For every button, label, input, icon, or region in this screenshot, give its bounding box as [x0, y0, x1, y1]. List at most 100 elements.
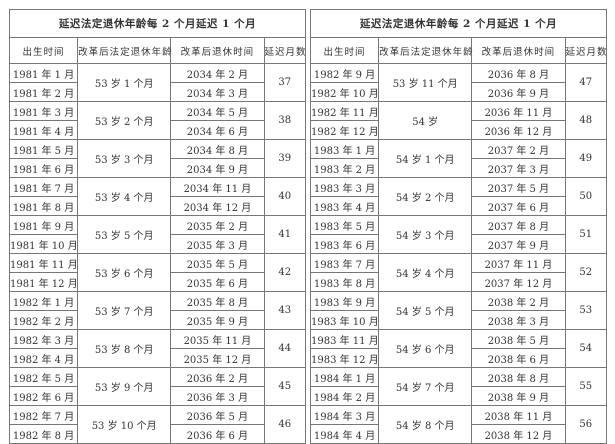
retirement-time-cell: 2038 年 3 月 [471, 310, 566, 330]
retirement-time-cell: 2036 年 6 月 [170, 424, 265, 444]
birth-cell: 1984 年 2 月 [309, 386, 380, 406]
retirement-time-cell: 2036 年 3 月 [170, 386, 265, 406]
delay-months-cell: 44 [263, 329, 307, 368]
delay-months-cell: 47 [564, 63, 608, 102]
birth-cell: 1982 年 11 月 [309, 101, 380, 121]
birth-cell: 1983 年 7 月 [309, 253, 380, 273]
retirement-time-cell: 2035 年 9 月 [170, 310, 265, 330]
delay-months-cell: 40 [263, 177, 307, 216]
table-row: 1984 年 3 月 54 岁 8 个月 2038 年 11 月 56 [309, 405, 608, 444]
table-row: 1983 年 6 月 2037 年 9 月 [309, 234, 607, 254]
table-row: 1982 年 5 月 53 岁 9 个月 2036 年 2 月 45 [8, 367, 307, 406]
retirement-time-cell: 2035 年 12 月 [170, 348, 265, 368]
birth-cell: 1984 年 3 月 [309, 405, 380, 425]
birth-cell: 1982 年 8 月 [8, 424, 79, 444]
column-header: 改革后退休时间 [471, 37, 566, 64]
retirement-time-cell: 2037 年 12 月 [471, 272, 566, 292]
retirement-age-cell: 53 岁 6 个月 [77, 253, 172, 292]
retirement-time-cell: 2037 年 2 月 [471, 139, 566, 159]
delay-months-cell: 48 [564, 101, 608, 140]
delay-months-cell: 37 [263, 63, 307, 102]
retirement-time-cell: 2035 年 2 月 [170, 215, 265, 235]
retirement-age-cell: 53 岁 3 个月 [77, 139, 172, 178]
retirement-age-cell: 53 岁 7 个月 [77, 291, 172, 330]
delay-months-cell: 38 [263, 101, 307, 140]
table-row: 1981 年 9 月 53 岁 5 个月 2035 年 2 月 41 [8, 215, 307, 254]
column-header: 改革后退休时间 [170, 37, 265, 64]
delay-months-cell: 54 [564, 329, 608, 368]
birth-cell: 1981 年 2 月 [8, 82, 79, 102]
birth-cell: 1982 年 7 月 [8, 405, 79, 425]
table-row: 1982 年 10 月 2036 年 9 月 [309, 82, 607, 102]
table-row: 1982 年 4 月 2035 年 12 月 [8, 348, 306, 368]
retirement-age-cell: 54 岁 1 个月 [378, 139, 473, 178]
column-header: 出生时间 [8, 37, 79, 64]
birth-cell: 1981 年 4 月 [8, 120, 79, 140]
retirement-age-cell: 53 岁 4 个月 [77, 177, 172, 216]
birth-cell: 1982 年 4 月 [8, 348, 79, 368]
retirement-time-cell: 2034 年 6 月 [170, 120, 265, 140]
birth-cell: 1982 年 2 月 [8, 310, 79, 330]
retirement-time-cell: 2034 年 12 月 [170, 196, 265, 216]
retirement-time-cell: 2036 年 8 月 [471, 63, 566, 83]
column-header: 改革后法定退休年龄 [378, 37, 473, 64]
table-title: 延迟法定退休年龄每 2 个月延迟 1 个月 [9, 9, 306, 38]
birth-cell: 1981 年 12 月 [8, 272, 79, 292]
delay-months-cell: 49 [564, 139, 608, 178]
table-row: 1981 年 7 月 53 岁 4 个月 2034 年 11 月 40 [8, 177, 307, 216]
birth-cell: 1982 年 6 月 [8, 386, 79, 406]
table-row: 1983 年 11 月 54 岁 6 个月 2038 年 5 月 54 [309, 329, 608, 368]
retirement-time-cell: 2034 年 5 月 [170, 101, 265, 121]
retirement-time-cell: 2036 年 2 月 [170, 367, 265, 387]
birth-cell: 1982 年 3 月 [8, 329, 79, 349]
retirement-time-cell: 2037 年 3 月 [471, 158, 566, 178]
birth-cell: 1981 年 3 月 [8, 101, 79, 121]
retirement-time-cell: 2036 年 11 月 [471, 101, 566, 121]
retirement-time-cell: 2036 年 9 月 [471, 82, 566, 102]
birth-cell: 1983 年 2 月 [309, 158, 380, 178]
table-row: 1981 年 4 月 2034 年 6 月 [8, 120, 306, 140]
right-table: 延迟法定退休年龄每 2 个月延迟 1 个月 出生时间 改革后法定退休年龄 改革后退休时… [309, 9, 608, 444]
delay-months-cell: 45 [263, 367, 307, 406]
retirement-age-cell: 54 岁 3 个月 [378, 215, 473, 254]
birth-cell: 1983 年 8 月 [309, 272, 380, 292]
column-header: 出生时间 [309, 37, 380, 64]
retirement-tables: 延迟法定退休年龄每 2 个月延迟 1 个月 出生时间 改革后法定退休年龄 改革后退休时… [8, 9, 608, 444]
retirement-time-cell: 2035 年 11 月 [170, 329, 265, 349]
birth-cell: 1982 年 9 月 [309, 63, 380, 83]
birth-cell: 1981 年 8 月 [8, 196, 79, 216]
birth-cell: 1981 年 10 月 [8, 234, 79, 254]
delay-months-cell: 51 [564, 215, 608, 254]
column-header: 改革后法定退休年龄 [77, 37, 172, 64]
birth-cell: 1981 年 1 月 [8, 63, 79, 83]
retirement-time-cell: 2038 年 2 月 [471, 291, 566, 311]
retirement-age-cell: 53 岁 1 个月 [77, 63, 172, 102]
table-row: 1984 年 1 月 54 岁 7 个月 2038 年 8 月 55 [309, 367, 608, 406]
birth-cell: 1984 年 4 月 [309, 424, 380, 444]
retirement-time-cell: 2035 年 5 月 [170, 253, 265, 273]
birth-cell: 1983 年 12 月 [309, 348, 380, 368]
birth-cell: 1983 年 3 月 [309, 177, 380, 197]
retirement-time-cell: 2036 年 12 月 [471, 120, 566, 140]
retirement-time-cell: 2037 年 8 月 [471, 215, 566, 235]
birth-cell: 1981 年 9 月 [8, 215, 79, 235]
column-header: 延迟月数 [564, 37, 608, 64]
birth-cell: 1983 年 11 月 [309, 329, 380, 349]
birth-cell: 1982 年 12 月 [309, 120, 380, 140]
table-row: 1981 年 3 月 53 岁 2 个月 2034 年 5 月 38 [8, 101, 307, 140]
retirement-time-cell: 2034 年 8 月 [170, 139, 265, 159]
delay-months-cell: 56 [564, 405, 608, 444]
birth-cell: 1981 年 7 月 [8, 177, 79, 197]
retirement-age-cell: 54 岁 4 个月 [378, 253, 473, 292]
table-row: 1983 年 1 月 54 岁 1 个月 2037 年 2 月 49 [309, 139, 608, 178]
birth-cell: 1983 年 5 月 [309, 215, 380, 235]
table-row: 1982 年 1 月 53 岁 7 个月 2035 年 8 月 43 [8, 291, 307, 330]
retirement-age-cell: 53 岁 5 个月 [77, 215, 172, 254]
retirement-time-cell: 2037 年 9 月 [471, 234, 566, 254]
table-row: 1981 年 8 月 2034 年 12 月 [8, 196, 306, 216]
retirement-time-cell: 2036 年 5 月 [170, 405, 265, 425]
retirement-age-cell: 53 岁 11 个月 [378, 63, 473, 102]
birth-cell: 1981 年 5 月 [8, 139, 79, 159]
retirement-time-cell: 2038 年 5 月 [471, 329, 566, 349]
retirement-time-cell: 2038 年 6 月 [471, 348, 566, 368]
